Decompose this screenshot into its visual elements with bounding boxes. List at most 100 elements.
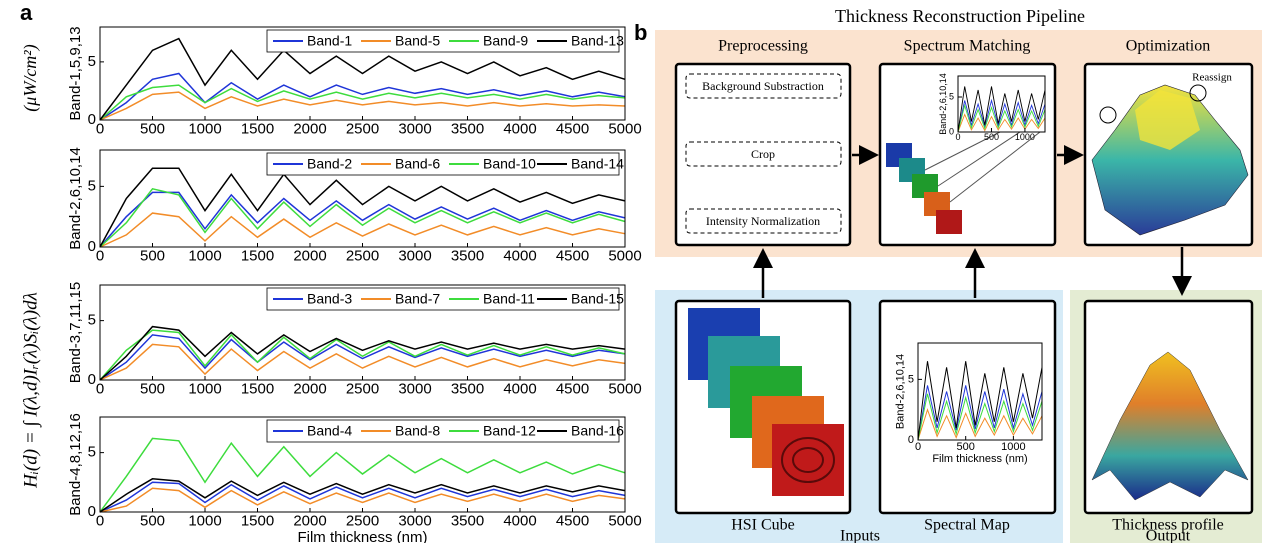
group-label: Inputs: [840, 528, 880, 543]
legend-label: Band-6: [395, 156, 440, 172]
legend: [266, 287, 620, 311]
series-line: [99, 72, 626, 121]
legend-label: Band-10: [483, 156, 536, 172]
shared-y-label: Hᵢ(d) = ∫ I(λ,d)Iᵣ(λ)Sᵢ(λ)dλ: [20, 292, 42, 489]
x-tick-label: 1500: [241, 381, 274, 398]
x-tick-label: 1500: [241, 248, 274, 265]
y-axis-label: Band-3,7,11,15: [67, 282, 84, 383]
x-tick-label: 2500: [346, 121, 379, 138]
series-line: [99, 37, 626, 121]
stage-label: Optimization: [1126, 38, 1210, 55]
legend-label: Band-13: [571, 33, 624, 49]
x-tick-label: 5000: [608, 121, 641, 138]
series-line: [99, 478, 626, 513]
x-tick-label: 0: [915, 441, 921, 453]
shared-y-unit: (μW/cm²): [20, 44, 41, 111]
legend: [266, 419, 620, 443]
series-line: [917, 385, 1043, 441]
series-line: [99, 167, 626, 248]
step-box: [685, 208, 842, 234]
x-tick-label: 3000: [398, 513, 431, 530]
series-line: [957, 98, 1046, 133]
panel-label: b: [634, 20, 647, 45]
legend-label: Band-12: [483, 423, 536, 439]
series-line: [99, 212, 626, 248]
x-tick-label: 1500: [241, 121, 274, 138]
x-tick-label: 4500: [556, 513, 589, 530]
series-line: [99, 329, 626, 381]
series-line: [99, 481, 626, 513]
y-tick-label: 5: [88, 312, 96, 329]
series-line: [917, 361, 1043, 441]
legend-label: Band-4: [307, 423, 352, 439]
x-tick-label: 2500: [346, 381, 379, 398]
y-tick-label: 5: [88, 177, 96, 194]
y-tick-label: 0: [88, 111, 96, 128]
step-label: Crop: [751, 147, 775, 161]
x-tick-label: 500: [957, 441, 975, 453]
x-tick-label: 0: [96, 381, 104, 398]
step-box: [685, 73, 842, 99]
x-axis-label: Film thickness (nm): [297, 529, 427, 543]
y-tick-label: 0: [88, 371, 96, 388]
y-tick-label: 0: [908, 434, 914, 446]
y-axis-label: Band-2,6,10,14: [938, 73, 948, 135]
legend-label: Band-14: [571, 156, 624, 172]
legend-label: Band-16: [571, 423, 624, 439]
x-tick-label: 4000: [503, 381, 536, 398]
thickness-surface: [1091, 351, 1249, 501]
panel-label: a: [20, 0, 33, 25]
legend-label: Band-9: [483, 33, 528, 49]
axes-frame: [917, 342, 1043, 441]
x-tick-label: 2000: [293, 248, 326, 265]
x-tick-label: 3000: [398, 381, 431, 398]
x-tick-label: 5000: [608, 513, 641, 530]
y-axis-label: Band-2,6,10,14: [894, 354, 906, 429]
series-line: [99, 334, 626, 381]
axes-frame: [957, 75, 1046, 133]
legend-label: Band-1: [307, 33, 352, 49]
y-tick-label: 5: [908, 373, 914, 385]
x-tick-label: 4000: [503, 248, 536, 265]
legend-label: Band-5: [395, 33, 440, 49]
x-tick-label: 500: [140, 248, 165, 265]
stage-box: [674, 62, 852, 247]
y-tick-label: 5: [88, 444, 96, 461]
x-tick-label: 5000: [608, 381, 641, 398]
x-tick-label: 3500: [451, 381, 484, 398]
step-label: Intensity Normalization: [706, 214, 820, 228]
y-tick-label: 5: [88, 53, 96, 70]
legend-label: Band-3: [307, 291, 352, 307]
x-tick-label: 2500: [346, 513, 379, 530]
series-line: [99, 187, 626, 248]
legend-label: Band-7: [395, 291, 440, 307]
legend: [266, 29, 620, 53]
y-tick-label: 0: [88, 503, 96, 520]
legend-label: Band-15: [571, 291, 624, 307]
stage-label: Preprocessing: [718, 38, 808, 55]
y-tick-label: 0: [88, 238, 96, 255]
x-tick-label: 5000: [608, 248, 641, 265]
x-tick-label: 1000: [188, 513, 221, 530]
legend-label: Band-8: [395, 423, 440, 439]
series-line: [957, 86, 1046, 133]
x-tick-label: 4500: [556, 121, 589, 138]
group-label: Output: [1146, 528, 1191, 543]
legend-label: Band-11: [483, 291, 535, 307]
series-line: [99, 191, 626, 248]
step-label: Background Substraction: [702, 79, 824, 93]
x-tick-label: 3500: [451, 513, 484, 530]
x-tick-label: 3000: [398, 121, 431, 138]
x-tick-label: 1000: [188, 121, 221, 138]
x-tick-label: 500: [140, 513, 165, 530]
y-tick-label: 5: [949, 91, 954, 101]
x-tick-label: 0: [955, 132, 960, 142]
y-axis-label: Band-4,8,12,16: [67, 413, 84, 516]
x-tick-label: 1000: [188, 381, 221, 398]
x-tick-label: 0: [96, 248, 104, 265]
x-tick-label: 0: [96, 121, 104, 138]
x-tick-label: 3000: [398, 248, 431, 265]
series-line: [99, 343, 626, 381]
x-tick-label: 0: [96, 513, 104, 530]
